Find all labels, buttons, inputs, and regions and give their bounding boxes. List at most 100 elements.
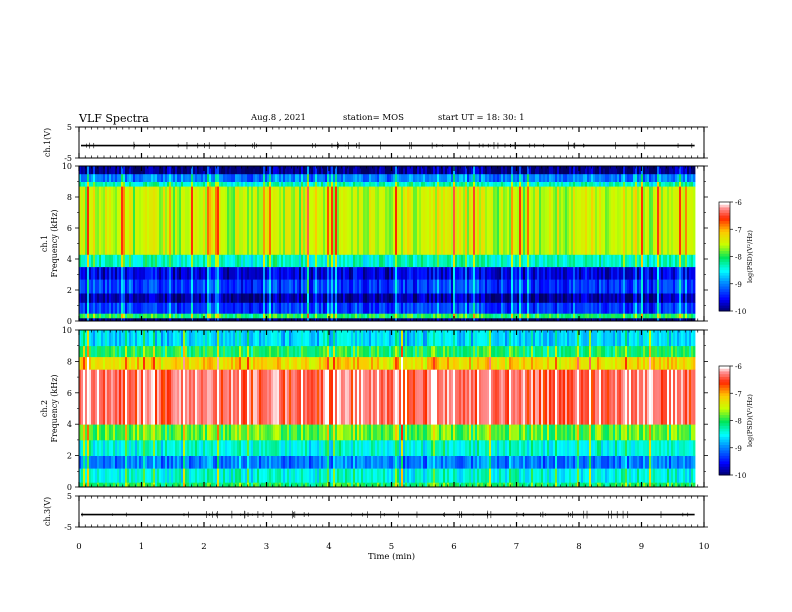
spectrogram-cell	[201, 266, 204, 280]
spectrogram-cell	[425, 181, 428, 187]
spectrogram-cell	[115, 186, 118, 255]
spectrogram-cell	[415, 279, 418, 294]
spectrogram-cell	[249, 468, 252, 483]
spectrogram-cell	[81, 173, 84, 182]
spectrogram-cell	[577, 186, 580, 255]
spectrogram-cell	[639, 181, 642, 187]
spectrogram-cell	[459, 181, 462, 187]
spectrogram-cell	[181, 293, 184, 303]
spectrogram-cell	[591, 293, 594, 303]
spectrogram-cell	[163, 313, 166, 319]
spectrogram-cell	[321, 254, 324, 268]
spectrogram-cell	[179, 330, 182, 347]
spectrogram-cell	[307, 345, 310, 358]
spectrogram-cell	[257, 313, 260, 319]
spectrogram-cell	[335, 266, 338, 280]
spectrogram-cell	[569, 173, 572, 182]
spectrogram-cell	[519, 181, 522, 187]
spectrogram-cell	[95, 369, 98, 425]
spectrogram-cell	[107, 293, 110, 303]
spectrogram-cell	[481, 266, 484, 280]
spectrogram-cell	[335, 166, 338, 175]
spectrogram-cell	[329, 166, 332, 175]
spectrogram-cell	[569, 166, 572, 175]
spectrogram-cell	[249, 330, 252, 347]
spectrogram-cell	[293, 293, 296, 303]
spectrogram-cell	[215, 181, 218, 187]
spectrogram-cell	[645, 186, 648, 255]
spectrogram-cell	[363, 186, 366, 255]
spectrogram-cell	[639, 302, 642, 314]
spectrogram-cell	[639, 293, 642, 303]
spectrogram-cell	[433, 302, 436, 314]
spectrogram-cell	[585, 293, 588, 303]
spectrogram-cell	[221, 317, 224, 322]
spectrogram-cell	[627, 166, 630, 175]
spectrogram-cell	[217, 369, 220, 425]
spectrogram-cell	[185, 455, 188, 469]
spectrogram-cell	[615, 266, 618, 280]
spectrogram-cell	[119, 356, 122, 370]
spectrogram-cell	[355, 317, 358, 322]
spectrogram-cell	[243, 468, 246, 483]
spectrogram-cell	[125, 279, 128, 294]
spectrogram-cell	[617, 293, 620, 303]
colorbar-segment	[719, 261, 730, 266]
spectrogram-cell	[303, 293, 306, 303]
spectrogram-cell	[123, 424, 126, 441]
spectrogram-cell	[567, 313, 570, 319]
spectrogram-cell	[677, 266, 680, 280]
spectrogram-cell	[245, 279, 248, 294]
spectrogram-cell	[453, 313, 456, 319]
spectrogram-cell	[129, 330, 132, 347]
spectrogram-cell	[437, 266, 440, 280]
spectrogram-cell	[157, 468, 160, 483]
spectrogram-cell	[89, 186, 92, 255]
spectrogram-cell	[109, 293, 112, 303]
spectrogram-cell	[629, 293, 632, 303]
spectrogram-cell	[545, 166, 548, 175]
spectrogram-cell	[359, 166, 362, 175]
spectrogram-cell	[647, 293, 650, 303]
spectrogram-cell	[561, 313, 564, 319]
spectrogram-cell	[153, 166, 156, 175]
spectrogram-cell	[197, 181, 200, 187]
spectrogram-cell	[667, 266, 670, 280]
spectrogram-cell	[299, 455, 302, 469]
spectrogram-cell	[345, 266, 348, 280]
spectrogram-cell	[129, 302, 132, 314]
spectrogram-cell	[107, 313, 110, 319]
spectrogram-cell	[239, 439, 242, 456]
spectrogram-cell	[79, 439, 82, 456]
spectrogram-cell	[485, 166, 488, 175]
spectrogram-cell	[305, 293, 308, 303]
spectrogram-cell	[635, 266, 638, 280]
spectrogram-cell	[177, 254, 180, 268]
spectrogram-cell	[693, 173, 696, 182]
spectrogram-cell	[109, 439, 112, 456]
spectrogram-cell	[573, 266, 576, 280]
spectrogram-cell	[681, 302, 684, 314]
spectrogram-cell	[589, 279, 592, 294]
spectrogram-cell	[185, 279, 188, 294]
spectrogram-cell	[655, 166, 658, 175]
spectrogram-cell	[125, 482, 128, 488]
spectrogram-cell	[563, 317, 566, 322]
spectrogram-cell	[287, 439, 290, 456]
spectrogram-cell	[273, 254, 276, 268]
spectrogram-cell	[221, 186, 224, 255]
spectrogram-cell	[247, 254, 250, 268]
spectrogram-cell	[165, 181, 168, 187]
spectrogram-cell	[513, 266, 516, 280]
spectrogram-cell	[301, 293, 304, 303]
spectrogram-cell	[243, 424, 246, 441]
spectrogram-cell	[661, 186, 664, 255]
spectrogram-cell	[481, 317, 484, 322]
spectrogram-cell	[99, 279, 102, 294]
spectrogram-cell	[169, 468, 172, 483]
spectrogram-cell	[597, 293, 600, 303]
spectrogram-cell	[369, 166, 372, 175]
spectrogram-cell	[147, 345, 150, 358]
spectrogram-cell	[289, 186, 292, 255]
spectrogram-cell	[475, 279, 478, 294]
